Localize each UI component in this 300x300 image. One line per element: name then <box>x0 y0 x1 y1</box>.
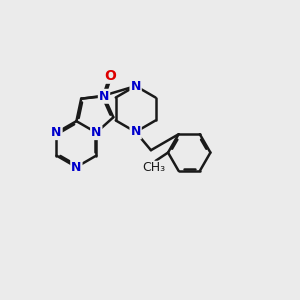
Text: O: O <box>104 69 116 83</box>
Text: N: N <box>99 90 109 103</box>
Text: CH₃: CH₃ <box>142 161 166 174</box>
Text: N: N <box>130 80 141 92</box>
Text: N: N <box>51 126 62 139</box>
Text: N: N <box>91 126 101 139</box>
Text: N: N <box>130 125 141 139</box>
Text: N: N <box>71 160 82 174</box>
